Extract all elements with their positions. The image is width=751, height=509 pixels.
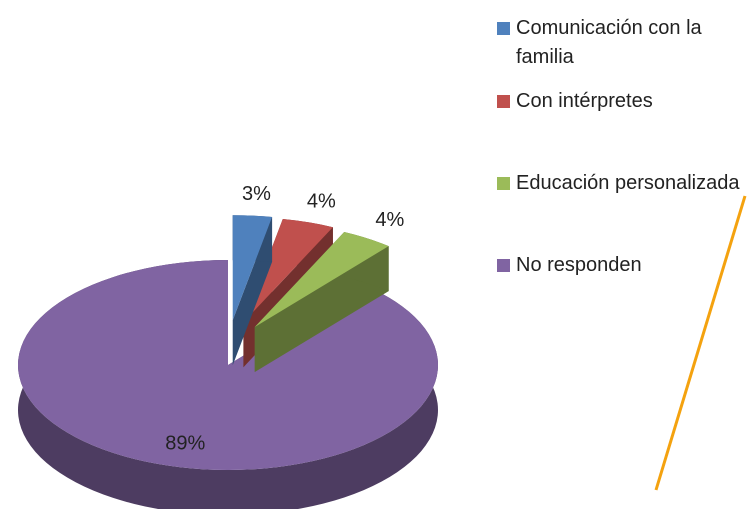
slice-top [232, 215, 273, 321]
legend-item: Con intérpretes [497, 87, 747, 116]
legend-swatch [497, 177, 510, 190]
slice-top [243, 219, 333, 323]
data-label: 4% [307, 191, 336, 213]
legend-swatch [497, 95, 510, 108]
legend-item: Educación personalizada [497, 169, 747, 198]
legend-item: No responden [497, 251, 747, 280]
slice-top [254, 231, 389, 328]
data-label: 3% [242, 183, 271, 205]
slice [232, 215, 273, 366]
legend-label: Con intérpretes [516, 90, 653, 112]
legend-label: Comunicación con la familia [516, 17, 702, 68]
decoration-line [654, 195, 747, 491]
legend-label: No responden [516, 254, 642, 276]
data-label: 89% [165, 433, 205, 455]
legend-swatch [497, 22, 510, 35]
legend-label: Educación personalizada [516, 172, 740, 194]
slice [254, 231, 389, 373]
data-label: 4% [375, 209, 404, 231]
legend-item: Comunicación con la familia [497, 14, 747, 72]
legend-swatch [497, 259, 510, 272]
